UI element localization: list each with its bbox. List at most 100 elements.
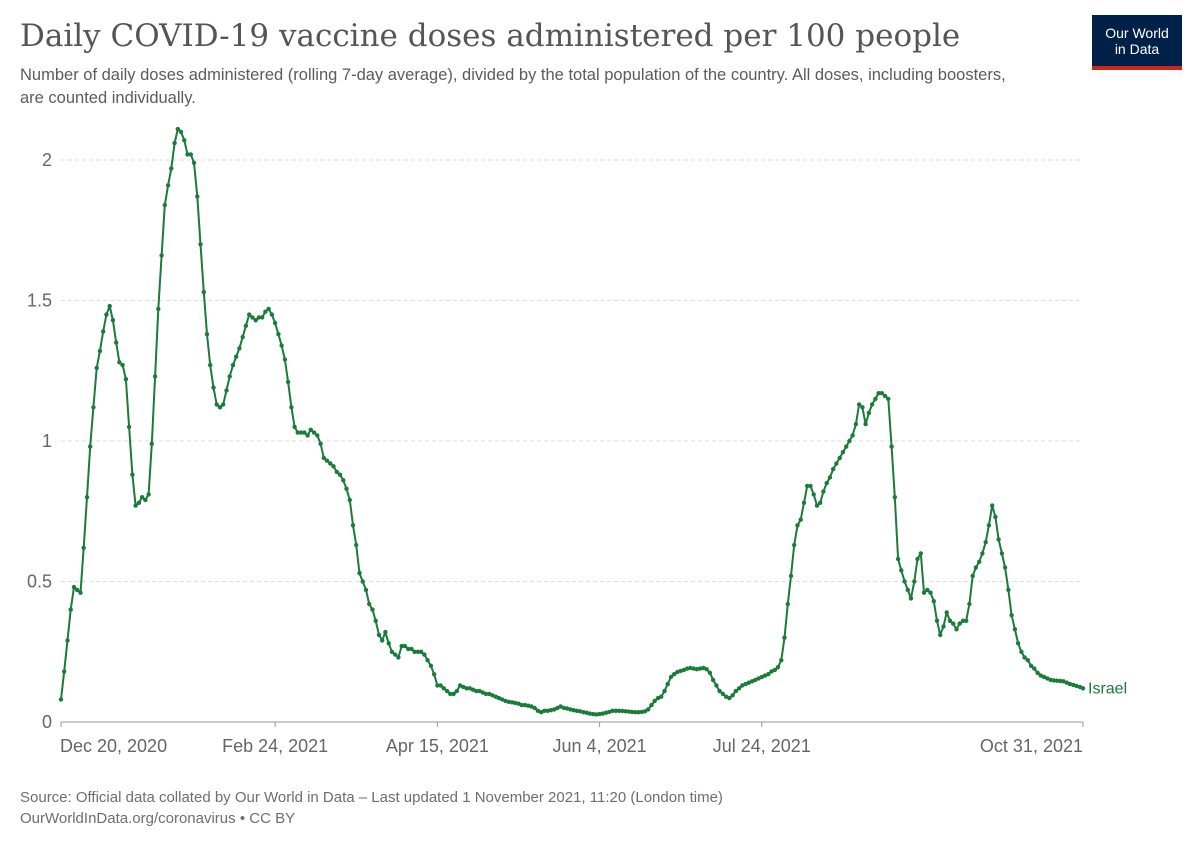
data-point xyxy=(993,514,998,520)
data-point xyxy=(860,405,865,410)
data-point xyxy=(399,643,404,649)
data-point xyxy=(594,712,599,717)
data-point xyxy=(529,704,534,709)
data-point xyxy=(136,500,142,505)
data-point xyxy=(818,500,823,505)
data-point xyxy=(406,646,411,652)
data-point xyxy=(889,444,894,449)
data-point xyxy=(354,542,359,548)
data-point xyxy=(723,694,729,699)
data-point xyxy=(175,126,180,132)
data-point xyxy=(863,421,868,427)
x-tick-label: Dec 20, 2020 xyxy=(60,736,167,756)
data-point xyxy=(143,497,148,503)
data-point xyxy=(740,683,745,688)
data-point xyxy=(295,430,300,435)
data-point xyxy=(253,318,258,323)
series-line-israel xyxy=(60,128,1084,716)
chart-footer: Source: Official data collated by Our Wo… xyxy=(20,787,1120,829)
data-point xyxy=(464,686,469,691)
data-point xyxy=(448,691,453,697)
data-point xyxy=(652,698,657,704)
data-point xyxy=(970,573,975,579)
data-point xyxy=(772,667,777,673)
data-point xyxy=(237,346,242,351)
data-point xyxy=(629,709,635,715)
data-point xyxy=(548,708,554,713)
data-point xyxy=(126,424,132,430)
data-point xyxy=(782,635,787,640)
data-point xyxy=(519,702,524,708)
data-point xyxy=(636,710,641,715)
data-point xyxy=(165,183,171,188)
data-point xyxy=(470,687,476,692)
data-point xyxy=(337,472,343,477)
data-point xyxy=(178,129,184,135)
data-point xyxy=(928,590,933,595)
data-point xyxy=(513,700,518,706)
data-point xyxy=(441,686,446,691)
data-point xyxy=(1019,649,1024,654)
data-point xyxy=(114,340,119,345)
data-point xyxy=(620,708,625,714)
data-point xyxy=(412,649,417,654)
data-point xyxy=(221,402,226,407)
data-point xyxy=(269,312,275,317)
data-point xyxy=(733,688,738,694)
data-point xyxy=(88,444,93,449)
data-point xyxy=(195,194,200,199)
data-point xyxy=(373,618,378,623)
data-point xyxy=(431,672,437,677)
data-point xyxy=(882,393,888,399)
data-point xyxy=(899,568,904,573)
data-point xyxy=(461,684,466,690)
data-point xyxy=(879,391,884,396)
data-point xyxy=(694,667,700,672)
source-link[interactable]: OurWorldInData.org/coronavirus • CC BY xyxy=(20,810,296,827)
data-point xyxy=(380,638,385,643)
data-point xyxy=(367,601,372,607)
data-point xyxy=(649,702,654,708)
data-point xyxy=(78,590,83,595)
data-point xyxy=(831,466,836,472)
data-point xyxy=(1038,673,1044,678)
data-point xyxy=(91,405,96,410)
data-point xyxy=(302,430,307,435)
data-point xyxy=(260,315,265,320)
data-point xyxy=(370,607,375,612)
data-point xyxy=(240,334,245,340)
data-point xyxy=(590,711,596,717)
data-point xyxy=(642,709,648,714)
series-label-israel: Israel xyxy=(1088,680,1127,697)
data-point xyxy=(577,709,583,714)
data-point xyxy=(230,362,236,368)
data-point xyxy=(344,486,349,491)
data-point xyxy=(947,618,953,623)
x-tick-label: Jul 24, 2021 xyxy=(713,736,811,756)
data-point xyxy=(292,424,297,430)
data-point xyxy=(1058,678,1063,684)
data-point xyxy=(214,402,219,407)
data-point xyxy=(250,315,255,320)
data-point xyxy=(500,697,505,702)
data-point xyxy=(415,649,421,654)
data-point xyxy=(234,354,239,359)
data-point xyxy=(58,697,64,702)
data-point xyxy=(798,517,803,522)
data-point xyxy=(389,649,395,654)
data-point xyxy=(1045,676,1050,681)
data-point xyxy=(587,711,592,716)
data-point xyxy=(665,681,670,687)
data-point xyxy=(1012,627,1018,632)
data-point xyxy=(1015,641,1021,646)
data-point xyxy=(646,707,651,712)
data-point xyxy=(451,691,456,697)
data-point xyxy=(1051,678,1057,683)
data-point xyxy=(834,461,839,466)
data-point xyxy=(704,667,709,672)
data-point xyxy=(94,365,99,371)
owid-logo[interactable]: Our World in Data xyxy=(1092,15,1182,70)
data-point xyxy=(1054,678,1060,683)
data-point xyxy=(532,705,537,711)
